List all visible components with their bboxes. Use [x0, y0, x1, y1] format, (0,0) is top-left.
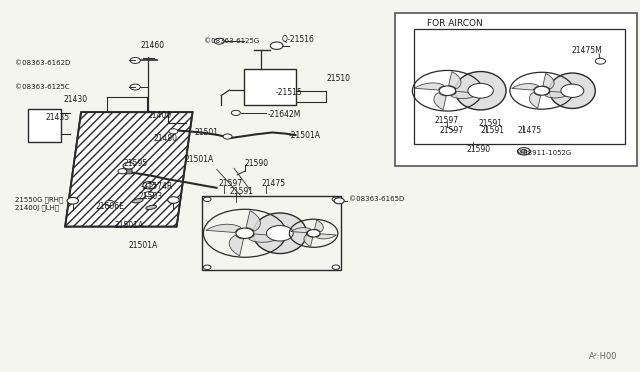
Circle shape	[266, 225, 293, 241]
Text: 21501A: 21501A	[129, 241, 158, 250]
Text: 21591: 21591	[481, 126, 504, 135]
Circle shape	[270, 42, 283, 49]
Text: 21501: 21501	[195, 128, 218, 137]
Polygon shape	[314, 220, 323, 232]
Text: 21400J 〈LH〉: 21400J 〈LH〉	[15, 205, 60, 211]
Circle shape	[439, 86, 456, 96]
Text: 21591: 21591	[230, 187, 253, 196]
Circle shape	[204, 197, 211, 202]
Polygon shape	[545, 92, 572, 98]
Text: 21501A: 21501A	[185, 155, 214, 164]
Text: ®08911-1052G: ®08911-1052G	[516, 150, 572, 156]
Ellipse shape	[549, 73, 595, 109]
Text: 21590: 21590	[245, 158, 269, 168]
Circle shape	[595, 58, 605, 64]
Ellipse shape	[146, 205, 157, 209]
Polygon shape	[512, 84, 538, 90]
Text: 21597: 21597	[440, 126, 464, 135]
Bar	[244, 68, 296, 105]
Ellipse shape	[132, 199, 143, 203]
Circle shape	[518, 148, 531, 155]
Circle shape	[232, 110, 241, 115]
Text: 21435: 21435	[46, 113, 70, 122]
Text: -21642M: -21642M	[268, 110, 301, 119]
Circle shape	[67, 198, 79, 204]
Polygon shape	[291, 228, 311, 233]
Polygon shape	[65, 112, 193, 227]
Polygon shape	[451, 92, 481, 99]
Circle shape	[223, 134, 232, 139]
Polygon shape	[449, 72, 461, 89]
Text: 21503: 21503	[138, 192, 163, 201]
Text: ©08363-6125C: ©08363-6125C	[15, 84, 70, 90]
Text: ©08363-6165D: ©08363-6165D	[349, 196, 404, 202]
Polygon shape	[316, 234, 337, 239]
Circle shape	[123, 162, 134, 169]
Circle shape	[214, 38, 225, 44]
Text: 21590: 21590	[467, 145, 491, 154]
Circle shape	[204, 265, 211, 269]
Text: Q-21516: Q-21516	[282, 35, 315, 44]
Text: -21574R: -21574R	[140, 182, 173, 191]
Text: 21430: 21430	[64, 95, 88, 104]
Polygon shape	[246, 211, 260, 231]
Text: 21460: 21460	[140, 41, 164, 50]
Text: 21475: 21475	[261, 179, 285, 187]
Text: FOR AIRCON: FOR AIRCON	[427, 19, 483, 28]
Text: 21595: 21595	[124, 159, 148, 169]
Text: -21515: -21515	[275, 89, 302, 97]
Ellipse shape	[253, 213, 307, 254]
Bar	[414, 29, 625, 144]
Circle shape	[521, 150, 527, 153]
Circle shape	[332, 197, 340, 202]
Circle shape	[169, 129, 178, 134]
Text: 21510: 21510	[326, 74, 350, 83]
Polygon shape	[248, 234, 284, 242]
FancyBboxPatch shape	[125, 169, 132, 174]
Text: -21501A: -21501A	[288, 131, 320, 140]
Text: 21475: 21475	[518, 126, 541, 135]
Polygon shape	[543, 73, 554, 89]
Ellipse shape	[455, 71, 506, 110]
Circle shape	[130, 84, 140, 90]
Polygon shape	[434, 93, 446, 110]
Circle shape	[168, 197, 179, 203]
Bar	[28, 109, 61, 142]
Circle shape	[105, 201, 114, 206]
Text: 21597: 21597	[218, 179, 242, 187]
Text: 21597: 21597	[435, 116, 459, 125]
Circle shape	[118, 169, 127, 174]
Circle shape	[332, 265, 340, 269]
Text: 21480: 21480	[153, 134, 177, 143]
Text: A²·H00: A²·H00	[589, 352, 618, 361]
Circle shape	[534, 86, 549, 95]
Text: 21591: 21591	[478, 119, 502, 128]
Polygon shape	[206, 224, 241, 232]
Circle shape	[146, 183, 152, 187]
Polygon shape	[529, 93, 541, 108]
Circle shape	[145, 192, 154, 197]
Text: 21606E: 21606E	[96, 202, 125, 211]
Text: 21475M: 21475M	[572, 46, 602, 55]
Polygon shape	[304, 235, 313, 247]
Circle shape	[334, 198, 344, 204]
Circle shape	[307, 230, 320, 237]
Polygon shape	[415, 83, 444, 90]
Text: 21400: 21400	[148, 111, 172, 121]
Text: ©08363-6162D: ©08363-6162D	[15, 60, 70, 66]
Bar	[202, 196, 341, 270]
Text: 21550G 〈RH〉: 21550G 〈RH〉	[15, 197, 63, 203]
Circle shape	[236, 228, 253, 238]
Circle shape	[468, 83, 493, 98]
Circle shape	[561, 84, 584, 97]
Polygon shape	[229, 235, 244, 256]
Bar	[395, 13, 637, 166]
Circle shape	[130, 58, 140, 63]
Text: 21501A: 21501A	[115, 221, 144, 230]
Text: ©08363-6125G: ©08363-6125G	[204, 38, 259, 44]
